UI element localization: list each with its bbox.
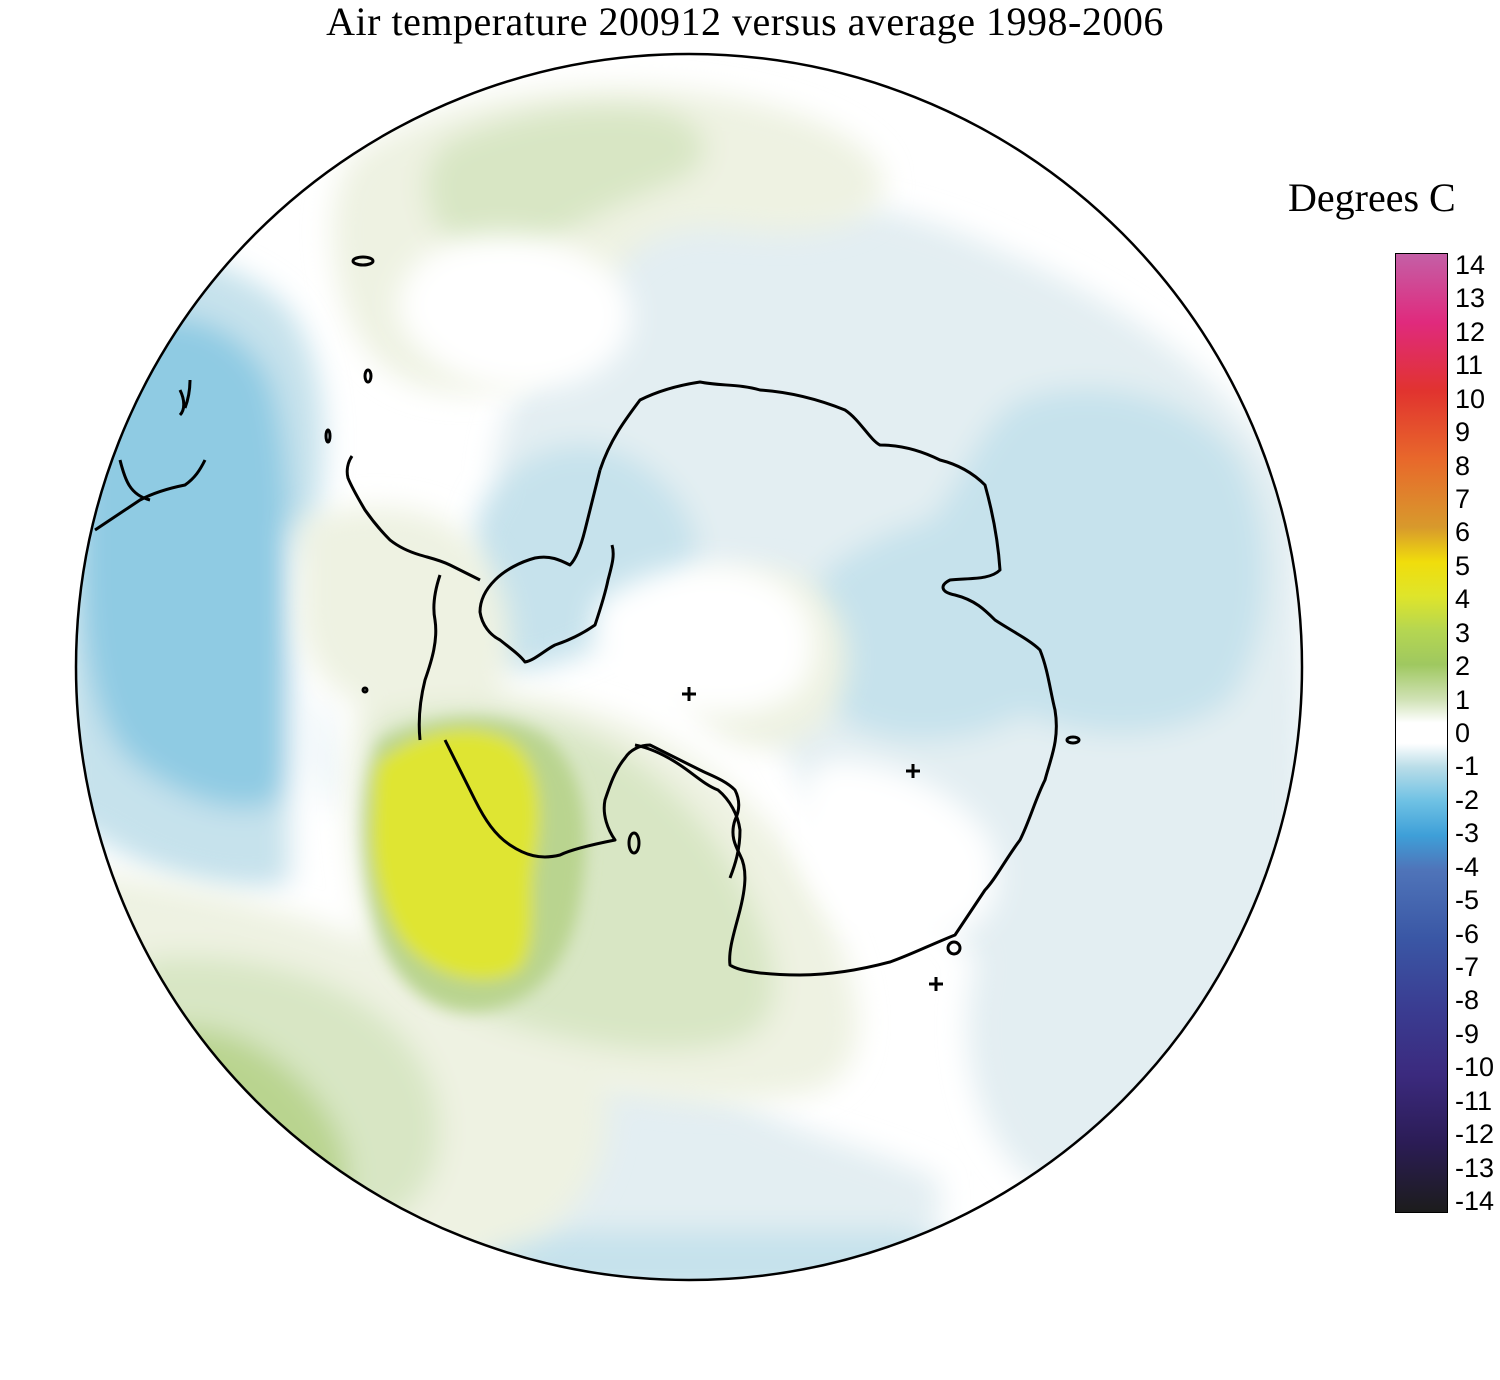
coastlines <box>94 255 1081 991</box>
marker-2 <box>906 764 920 778</box>
warm-zone-ross-peak <box>371 729 540 981</box>
colorbar-tick-label: 12 <box>1455 316 1486 347</box>
marker-3 <box>929 977 943 991</box>
colorbar-tick-label: -10 <box>1455 1052 1495 1083</box>
colorbar-tick-label: 13 <box>1455 283 1486 314</box>
colorbar <box>1395 253 1448 1213</box>
colorbar-tick-label: -14 <box>1455 1186 1495 1216</box>
island-5 <box>946 940 962 956</box>
colorbar-tick-label: -9 <box>1455 1018 1480 1049</box>
colorbar-tick-label: 6 <box>1455 517 1471 548</box>
coastline-east-antarctica <box>443 380 1058 977</box>
colorbar-tick-label: -2 <box>1455 784 1480 815</box>
island-4 <box>1065 735 1081 745</box>
cool-zone-east-antarctica <box>800 515 1077 740</box>
colorbar-tick-label: -13 <box>1455 1152 1495 1183</box>
colorbar-tick-label: 14 <box>1455 250 1486 280</box>
island-6 <box>627 831 641 855</box>
colorbar-tick-label: 2 <box>1455 651 1471 682</box>
coastline-peninsula <box>345 455 481 582</box>
colorbar-tick-label: -12 <box>1455 1119 1495 1150</box>
colorbar-tick-label: -1 <box>1455 751 1480 782</box>
colorbar-tick-label: -3 <box>1455 818 1480 849</box>
coastline-weddell <box>478 469 615 664</box>
colorbar-tick-label: 3 <box>1455 617 1471 648</box>
map-title: Air temperature 200912 versus average 19… <box>326 0 1164 44</box>
colorbar-tick-label: -4 <box>1455 851 1480 882</box>
coastline-peninsula-inner <box>417 574 442 741</box>
colorbar-tick-label: -8 <box>1455 985 1480 1016</box>
colorbar-tick-label: -11 <box>1455 1085 1493 1116</box>
island-7 <box>361 686 369 694</box>
colorbar-ticks: 14 13 12 11 10 9 8 7 6 5 4 3 2 1 0 -1 -2 -3 -4 -5 -6 -7 -8 -9 -1… <box>1455 250 1500 1216</box>
colorbar-tick-label: 10 <box>1455 383 1486 414</box>
globe-outline <box>74 52 1304 1282</box>
colorbar-tick-label: 1 <box>1455 684 1471 715</box>
colorbar-tick-label: 5 <box>1455 550 1471 581</box>
coastline-south-america <box>94 379 207 532</box>
island-1 <box>351 255 375 267</box>
colorbar-tick-label: -5 <box>1455 885 1480 916</box>
coastline-ross <box>634 743 742 879</box>
warm-zone-north-mid <box>426 106 705 261</box>
island-2 <box>363 368 373 384</box>
colorbar-tick-label: 4 <box>1455 584 1471 615</box>
warm-zone-peninsula <box>300 506 510 716</box>
colorbar-tick-label: -7 <box>1455 952 1480 982</box>
cool-zone-bottom-light <box>514 1076 940 1230</box>
pole-marker <box>682 687 696 701</box>
colorbar-tick-label: -6 <box>1455 918 1480 949</box>
legend-title: Degrees C <box>1288 175 1456 220</box>
island-3 <box>324 428 332 444</box>
colorbar-tick-label: 7 <box>1455 484 1471 514</box>
cool-zone-west-strong <box>80 316 293 808</box>
neutral-zone-north <box>397 234 632 390</box>
neutral-zone-interior <box>593 564 814 714</box>
colorbar-tick-label: 11 <box>1455 350 1484 381</box>
neutral-zone-east-interior <box>799 760 998 942</box>
colorbar-tick-label: 9 <box>1455 417 1471 448</box>
colorbar-tick-label: 0 <box>1455 718 1471 748</box>
colorbar-tick-label: 8 <box>1455 450 1471 481</box>
